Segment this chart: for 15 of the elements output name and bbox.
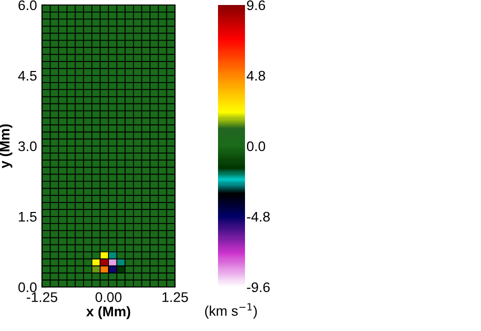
x-tick-label: 1.25 (162, 292, 188, 302)
x-tick-label: -1.25 (26, 292, 58, 302)
y-tick-label: 1.5 (18, 212, 37, 222)
color-bar-label: 9.6 (247, 0, 266, 10)
y-tick-label: 4.5 (18, 70, 37, 81)
y-tick-label: 0.0 (18, 282, 37, 292)
color-bar-title: (km s$^{−1}$) (205, 303, 257, 319)
color-bar-label: -9.6 (247, 282, 270, 292)
color-bar-label: -4.8 (247, 212, 270, 222)
x-axis-title: x (Mm) (86, 306, 130, 320)
y-tick-label: 6.0 (18, 0, 37, 10)
color-bar-label: 0.0 (246, 141, 266, 152)
x-tick-label: 0.00 (96, 292, 122, 302)
y-tick-label: 3.0 (18, 141, 37, 152)
color-bar-label: 4.8 (246, 70, 266, 81)
